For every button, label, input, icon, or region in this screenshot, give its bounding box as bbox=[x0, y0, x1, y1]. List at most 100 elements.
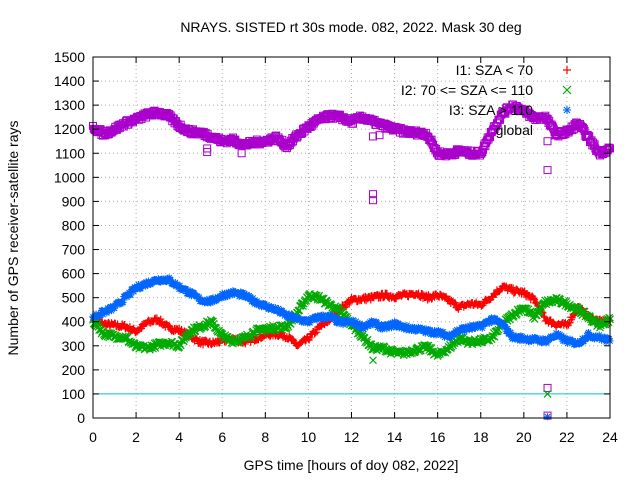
data-point bbox=[249, 294, 257, 302]
data-point bbox=[509, 284, 517, 292]
x-tick-label: 8 bbox=[261, 429, 269, 445]
data-point bbox=[359, 325, 367, 333]
data-point bbox=[602, 338, 610, 346]
x-tick-label: 10 bbox=[301, 429, 317, 445]
data-point bbox=[241, 290, 249, 298]
data-point bbox=[422, 325, 430, 333]
data-point bbox=[111, 304, 119, 312]
data-point bbox=[603, 146, 612, 155]
legend-marker bbox=[563, 66, 571, 74]
data-point bbox=[261, 300, 269, 308]
outlier-point bbox=[543, 137, 552, 146]
data-point bbox=[165, 322, 173, 330]
data-point bbox=[334, 315, 342, 323]
data-point bbox=[352, 317, 360, 325]
data-point bbox=[306, 319, 314, 327]
x-tick-label: 4 bbox=[175, 429, 183, 445]
legend-label: I3: SZA > 110 bbox=[449, 102, 533, 118]
data-point bbox=[133, 283, 141, 291]
data-point bbox=[432, 331, 440, 339]
data-point bbox=[388, 324, 396, 332]
data-point bbox=[339, 321, 347, 329]
data-point bbox=[179, 337, 188, 346]
data-point bbox=[457, 327, 465, 335]
data-point bbox=[530, 295, 538, 303]
data-point bbox=[507, 328, 515, 336]
data-point bbox=[176, 281, 184, 289]
legend-label: I2: 70 <= SZA <= 110 bbox=[401, 82, 533, 98]
data-point bbox=[285, 310, 293, 318]
y-tick-label: 500 bbox=[62, 290, 86, 306]
legend-marker bbox=[562, 85, 572, 95]
data-point bbox=[157, 315, 165, 323]
data-point bbox=[431, 327, 439, 335]
data-point bbox=[501, 321, 509, 329]
series-3 bbox=[89, 274, 614, 349]
y-tick-label: 200 bbox=[62, 362, 86, 378]
data-point bbox=[241, 340, 249, 348]
data-point bbox=[450, 300, 458, 308]
tick-layer: 0 2 4 6 8 10 12 14 16 18 20 22 240100200300400500600… bbox=[54, 49, 618, 445]
data-point bbox=[231, 290, 239, 298]
data-point bbox=[195, 293, 203, 301]
data-point bbox=[313, 328, 321, 336]
data-point bbox=[209, 294, 217, 302]
data-point bbox=[451, 299, 459, 307]
data-point bbox=[516, 337, 524, 345]
data-point bbox=[299, 302, 307, 310]
data-point bbox=[243, 290, 251, 298]
data-point bbox=[403, 321, 411, 329]
data-point bbox=[193, 335, 201, 343]
data-point bbox=[514, 336, 522, 344]
outlier-point bbox=[369, 190, 378, 199]
data-point bbox=[263, 301, 271, 309]
data-point bbox=[564, 339, 572, 347]
data-point bbox=[569, 337, 577, 345]
data-point bbox=[306, 334, 314, 342]
data-point bbox=[485, 319, 493, 327]
x-tick-label: 6 bbox=[218, 429, 226, 445]
outlier-point bbox=[369, 356, 377, 365]
data-point bbox=[426, 326, 434, 334]
x-tick-label: 16 bbox=[430, 429, 446, 445]
data-point bbox=[385, 323, 393, 331]
data-point bbox=[540, 312, 548, 320]
y-tick-label: 1500 bbox=[54, 49, 85, 65]
outlier-point bbox=[544, 413, 552, 421]
y-axis-label: Number of GPS receiver-satellite rays bbox=[5, 121, 21, 356]
data-point bbox=[123, 293, 131, 301]
data-point bbox=[157, 278, 165, 286]
y-tick-label: 300 bbox=[62, 338, 86, 354]
data-point bbox=[472, 321, 480, 329]
data-point bbox=[220, 293, 228, 301]
data-point bbox=[354, 323, 362, 331]
x-tick-label: 24 bbox=[602, 429, 618, 445]
data-point bbox=[301, 337, 309, 345]
y-tick-label: 1200 bbox=[54, 121, 85, 137]
data-point bbox=[566, 319, 574, 327]
data-point bbox=[504, 325, 512, 333]
outlier-point bbox=[237, 149, 246, 158]
y-tick-label: 700 bbox=[62, 242, 86, 258]
legend-marker bbox=[562, 125, 572, 135]
legend-marker bbox=[563, 106, 571, 114]
y-tick-label: 800 bbox=[62, 217, 86, 233]
data-point bbox=[130, 288, 138, 296]
data-point bbox=[215, 339, 223, 347]
data-point bbox=[138, 280, 146, 288]
data-point bbox=[485, 296, 493, 304]
legend-label: I1: SZA < 70 bbox=[456, 62, 534, 78]
data-point bbox=[99, 311, 107, 319]
outlier-point bbox=[369, 132, 378, 141]
data-point bbox=[134, 280, 142, 288]
data-point bbox=[361, 324, 369, 332]
outlier-point bbox=[203, 148, 212, 157]
data-point bbox=[418, 290, 426, 298]
x-tick-label: 2 bbox=[132, 429, 140, 445]
data-point bbox=[127, 291, 135, 299]
data-point bbox=[605, 335, 613, 343]
data-point bbox=[605, 313, 614, 322]
legend-label: global bbox=[496, 122, 533, 138]
data-point bbox=[331, 314, 339, 322]
